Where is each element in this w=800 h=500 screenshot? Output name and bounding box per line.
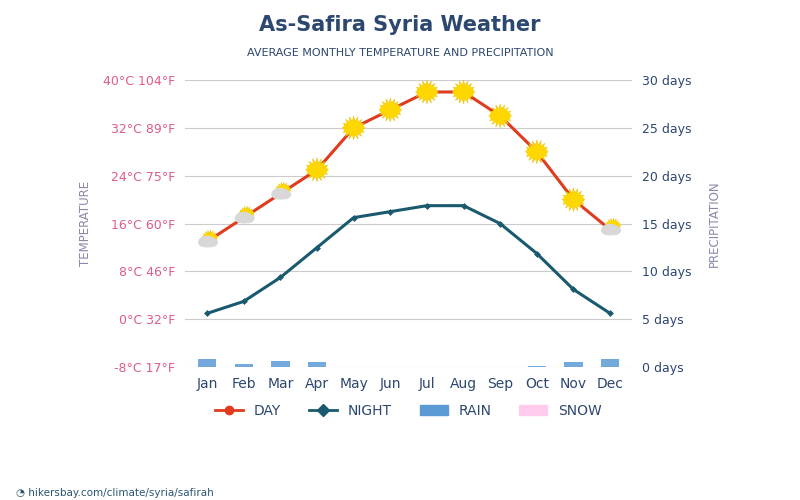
Circle shape [381, 104, 400, 116]
Circle shape [454, 86, 474, 98]
Bar [528, 366, 546, 367]
Polygon shape [202, 230, 218, 246]
Bar [308, 362, 326, 367]
Polygon shape [378, 98, 402, 122]
Circle shape [602, 227, 613, 234]
Polygon shape [489, 104, 512, 128]
Text: ◔ hikersbay.com/climate/syria/safirah: ◔ hikersbay.com/climate/syria/safirah [16, 488, 214, 498]
Circle shape [235, 215, 246, 222]
Polygon shape [342, 116, 366, 140]
Circle shape [344, 122, 363, 134]
Circle shape [236, 212, 252, 223]
Text: AVERAGE MONTHLY TEMPERATURE AND PRECIPITATION: AVERAGE MONTHLY TEMPERATURE AND PRECIPIT… [246, 48, 554, 58]
Circle shape [203, 234, 217, 242]
Y-axis label: TEMPERATURE: TEMPERATURE [79, 181, 92, 266]
Polygon shape [606, 218, 621, 234]
Circle shape [417, 86, 437, 98]
Y-axis label: PRECIPITATION: PRECIPITATION [708, 180, 721, 267]
Bar [564, 362, 582, 367]
Bar [198, 360, 216, 367]
Polygon shape [239, 206, 254, 222]
Bar [234, 364, 253, 367]
Polygon shape [306, 158, 329, 182]
Bar [271, 361, 290, 367]
Circle shape [241, 214, 254, 222]
Circle shape [602, 224, 618, 235]
Circle shape [564, 194, 583, 206]
Legend: DAY, NIGHT, RAIN, SNOW: DAY, NIGHT, RAIN, SNOW [210, 398, 607, 423]
Circle shape [199, 236, 215, 246]
Circle shape [198, 239, 210, 246]
Circle shape [607, 226, 620, 234]
Circle shape [307, 164, 327, 176]
Polygon shape [275, 182, 290, 198]
Polygon shape [562, 188, 585, 212]
Circle shape [272, 191, 283, 198]
Polygon shape [526, 140, 549, 164]
Circle shape [276, 186, 290, 194]
Circle shape [272, 188, 288, 199]
Polygon shape [415, 80, 438, 104]
Circle shape [490, 110, 510, 122]
Circle shape [606, 222, 620, 230]
Circle shape [278, 190, 290, 198]
Text: As-Safira Syria Weather: As-Safira Syria Weather [259, 15, 541, 35]
Bar [601, 360, 619, 367]
Circle shape [240, 210, 254, 218]
Circle shape [527, 146, 546, 158]
Circle shape [204, 238, 218, 246]
Polygon shape [452, 80, 475, 104]
